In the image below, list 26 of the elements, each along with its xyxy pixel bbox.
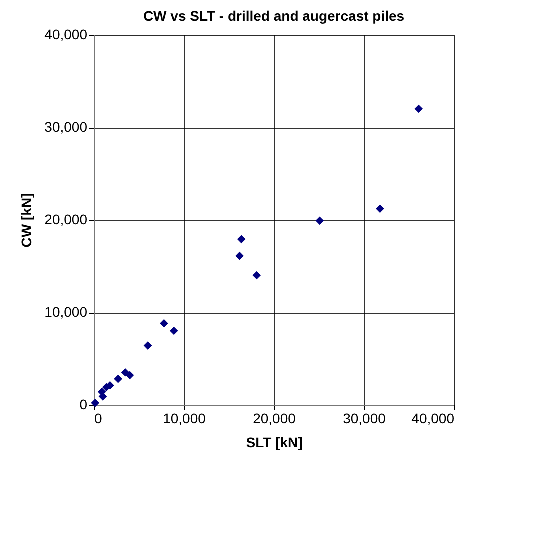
point (144, 342, 152, 350)
x-tick-label: 40,000 (412, 410, 455, 426)
chart-title: CW vs SLT - drilled and augercast piles (143, 8, 405, 24)
y-tick-label: 30,000 (44, 119, 88, 135)
x-tick-label: 30,000 (343, 410, 386, 426)
point (160, 319, 168, 328)
x-tick-label: 20,000 (253, 410, 296, 426)
point (91, 398, 100, 408)
point (114, 374, 122, 384)
x-tick-label: 0 (94, 410, 102, 426)
point (126, 371, 134, 380)
point (376, 204, 384, 214)
point (316, 216, 324, 226)
point (170, 326, 178, 336)
point (252, 271, 262, 280)
y-tick-label: 40,000 (44, 26, 88, 42)
y-tick-label: 10,000 (44, 304, 88, 320)
point (414, 104, 424, 114)
point (121, 368, 130, 377)
point (237, 235, 246, 244)
point (236, 252, 244, 260)
y-tick-label: 0 (80, 396, 88, 412)
y-tick-label: 20,000 (44, 212, 88, 228)
x-tick-label: 10,000 (163, 410, 206, 426)
x-axis-title: SLT [kN] (246, 434, 303, 450)
y-axis-title: CW [kN] (18, 193, 35, 248)
